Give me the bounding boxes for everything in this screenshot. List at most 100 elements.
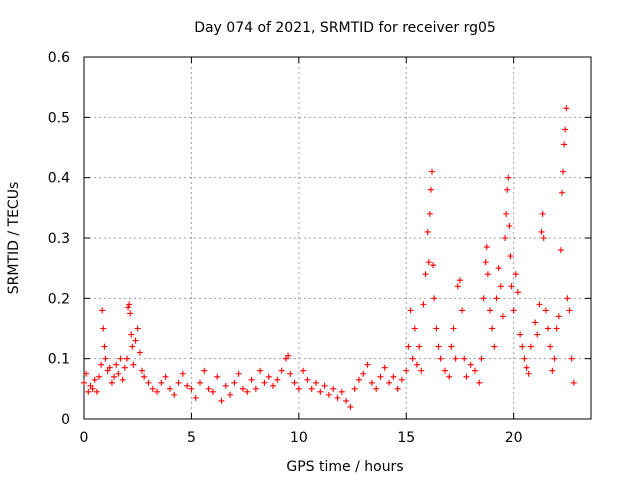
data-point	[394, 385, 401, 392]
data-point	[431, 295, 438, 302]
data-point	[270, 382, 277, 389]
data-point	[527, 343, 534, 350]
x-tick-label: 20	[505, 430, 523, 446]
data-point	[459, 307, 466, 314]
data-point	[364, 361, 371, 368]
data-point	[456, 277, 463, 284]
data-point	[209, 388, 216, 395]
data-point	[482, 259, 489, 266]
data-point	[407, 307, 414, 314]
data-point	[523, 364, 530, 371]
data-point	[121, 364, 128, 371]
data-point	[197, 379, 204, 386]
data-point	[158, 379, 165, 386]
data-point	[549, 367, 556, 374]
data-point	[201, 367, 208, 374]
x-tick-labels: 0 5 10 15 20	[80, 430, 523, 446]
data-point	[517, 331, 524, 338]
data-point	[154, 388, 161, 395]
data-point	[420, 301, 427, 308]
data-point	[568, 355, 575, 362]
data-point	[557, 247, 564, 254]
data-point	[497, 283, 504, 290]
data-point	[448, 343, 455, 350]
data-point	[570, 379, 577, 386]
data-point	[244, 388, 251, 395]
data-point	[179, 370, 186, 377]
data-point	[471, 367, 478, 374]
data-point	[321, 382, 328, 389]
data-point	[506, 222, 513, 229]
data-point	[343, 397, 350, 404]
data-point	[487, 307, 494, 314]
y-tick-label: 0.3	[48, 231, 70, 247]
data-point	[126, 301, 133, 308]
data-point	[119, 376, 126, 383]
data-point	[519, 343, 526, 350]
data-point	[257, 367, 264, 374]
data-point	[104, 367, 111, 374]
data-point	[108, 379, 115, 386]
data-point	[560, 168, 567, 175]
data-point	[525, 370, 532, 377]
data-point	[85, 388, 92, 395]
data-point	[235, 370, 242, 377]
data-point	[463, 373, 470, 380]
data-point	[454, 283, 461, 290]
data-point	[113, 361, 120, 368]
data-point	[252, 385, 259, 392]
data-point	[545, 325, 552, 332]
data-point	[405, 343, 412, 350]
data-point	[145, 379, 152, 386]
data-point	[504, 186, 511, 193]
data-point	[426, 210, 433, 217]
data-point	[166, 385, 173, 392]
data-point	[489, 325, 496, 332]
data-point	[553, 325, 560, 332]
data-point	[368, 379, 375, 386]
data-point	[171, 391, 178, 398]
data-point	[214, 373, 221, 380]
data-point	[561, 141, 568, 148]
data-point	[291, 379, 298, 386]
data-point	[278, 367, 285, 374]
data-point	[287, 370, 294, 377]
y-tick-labels: 0 0.1 0.2 0.3 0.4 0.5 0.6	[48, 50, 70, 428]
y-tick-label: 0.6	[48, 50, 70, 66]
data-point	[547, 343, 554, 350]
data-point	[111, 373, 118, 380]
data-point	[317, 388, 324, 395]
data-point	[536, 301, 543, 308]
data-point	[411, 325, 418, 332]
data-point	[127, 310, 134, 317]
data-point	[508, 283, 515, 290]
data-point	[398, 376, 405, 383]
data-point	[403, 367, 410, 374]
data-point	[503, 210, 510, 217]
data-point	[98, 361, 105, 368]
data-point	[99, 307, 106, 314]
data-point	[89, 385, 96, 392]
data-point	[115, 370, 122, 377]
data-point	[483, 244, 490, 251]
x-axis-label: GPS time / hours	[286, 459, 403, 475]
data-point	[495, 265, 502, 272]
data-point	[132, 337, 139, 344]
data-point	[125, 304, 132, 311]
data-point	[334, 394, 341, 401]
data-point	[521, 355, 528, 362]
data-point	[373, 385, 380, 392]
data-point	[461, 355, 468, 362]
data-point	[566, 307, 573, 314]
data-point	[128, 331, 135, 338]
data-point	[429, 168, 436, 175]
data-point	[123, 355, 130, 362]
data-point	[129, 343, 136, 350]
data-point	[437, 355, 444, 362]
data-point	[539, 210, 546, 217]
data-points	[81, 105, 577, 410]
data-point	[499, 313, 506, 320]
data-point	[491, 343, 498, 350]
y-tick-label: 0	[61, 412, 70, 428]
data-point	[476, 379, 483, 386]
